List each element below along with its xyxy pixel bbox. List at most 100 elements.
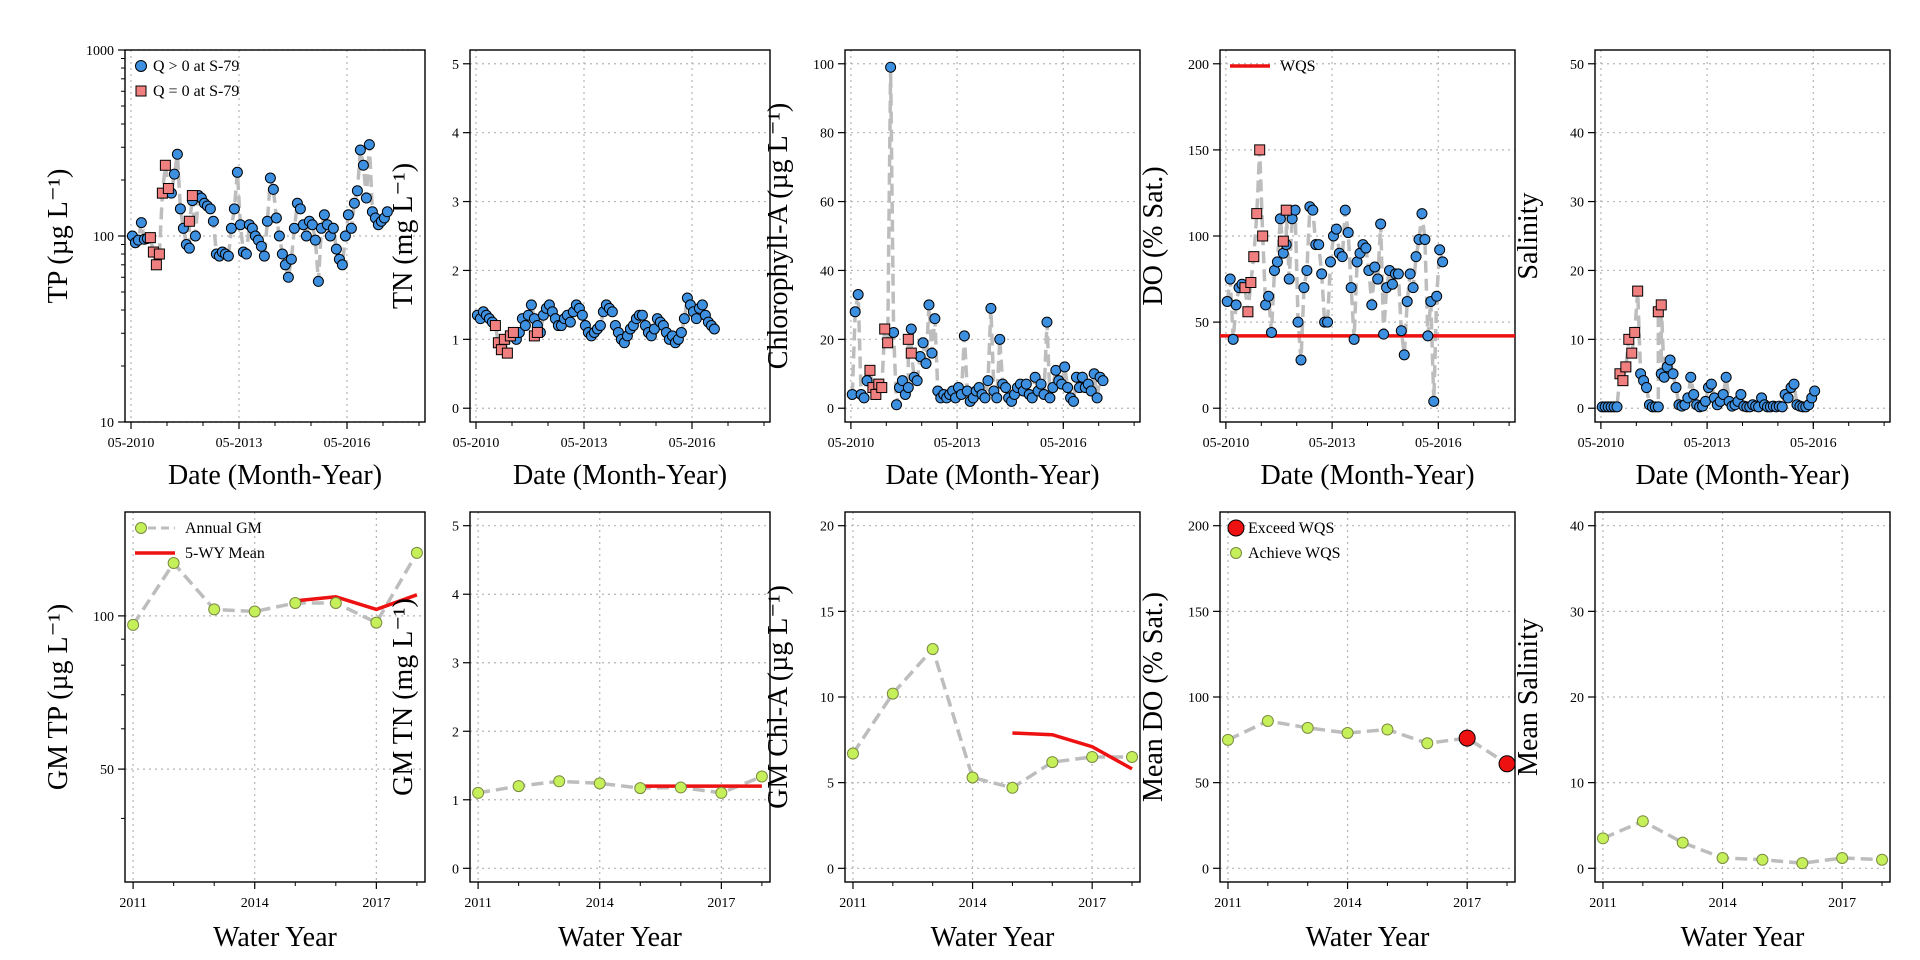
y-tick-label: 0 [827, 402, 834, 417]
data-point [1717, 388, 1729, 400]
data-point [306, 219, 318, 231]
data-point [1298, 282, 1310, 294]
data-point [1301, 721, 1314, 734]
x-tick-label: 2017 [1828, 896, 1856, 911]
panel-tn: 0 1 2 3 4 5 05-2010 05-2013 05-2016 Date (Month-Y… [388, 49, 771, 491]
data-point [264, 172, 276, 184]
data-point [886, 687, 899, 700]
x-axis-title: Date (Month-Year) [885, 460, 1099, 491]
y-tick-label: 10 [1570, 777, 1584, 792]
data-point-square [1254, 144, 1266, 156]
y-tick-label: 100 [813, 58, 834, 73]
data-point-square [879, 323, 891, 335]
data-point-square [186, 190, 198, 202]
x-axis-title: Date (Month-Year) [168, 460, 382, 491]
data-point [708, 323, 720, 335]
data-point [1274, 213, 1286, 225]
plot-area [126, 139, 393, 287]
data-point [1685, 371, 1697, 383]
data-point [288, 222, 300, 234]
plot-area [1596, 815, 1889, 870]
y-tick-label: 30 [1570, 605, 1584, 620]
annual-connecting-line [477, 774, 763, 795]
y-tick-label: 5 [452, 58, 459, 73]
data-point [207, 215, 219, 227]
data-point [1330, 223, 1342, 235]
x-tick-label: 2014 [1334, 896, 1362, 911]
x-tick-label: 2017 [362, 896, 390, 911]
y-axis-title: TN (mg L⁻¹) [388, 163, 419, 309]
data-point [1026, 392, 1038, 404]
x-axis-title: Water Year [1306, 922, 1430, 953]
y-axis-title: GM Chl-A (µg L⁻¹) [763, 585, 794, 809]
y-axis-title: Mean DO (% Sat.) [1138, 592, 1169, 802]
data-point [1059, 361, 1071, 373]
data-point [982, 375, 994, 387]
data-point [267, 183, 279, 195]
data-point-square [1242, 306, 1254, 318]
data-point [294, 203, 306, 215]
data-point [926, 643, 939, 656]
y-tick-label: 40 [1570, 520, 1584, 535]
data-point [636, 309, 648, 321]
data-point [1395, 325, 1407, 337]
y-tick-label: 150 [1188, 144, 1209, 159]
data-point [979, 392, 991, 404]
data-point [1020, 378, 1032, 390]
data-point [606, 306, 618, 318]
data-point [674, 781, 687, 794]
connecting-line [850, 67, 1105, 406]
data-point [991, 392, 1003, 404]
data-point [1366, 299, 1378, 311]
data-point [1676, 836, 1689, 849]
data-point-square [1257, 230, 1269, 242]
panel-tp: 10 100 1000 05-2010 05-2013 05-2016 Date (Mont… [43, 44, 426, 491]
data-point [1410, 251, 1422, 263]
y-tick-label: 4 [452, 127, 459, 142]
data-point [1227, 333, 1239, 345]
x-tick-label: 05-2013 [934, 436, 981, 451]
y-tick-label: 0 [1202, 402, 1209, 417]
legend-marker [135, 60, 147, 72]
y-tick-label: 100 [1188, 691, 1209, 706]
data-point-square [1617, 375, 1629, 387]
x-tick-label: 05-2016 [1790, 436, 1837, 451]
data-point-square [144, 232, 156, 244]
y-tick-label: 100 [93, 230, 114, 245]
y-tick-label: 50 [1195, 777, 1209, 792]
data-point [1000, 382, 1012, 394]
data-point [902, 382, 914, 394]
y-tick-label: 20 [820, 520, 834, 535]
data-point [849, 306, 861, 318]
y-tick-label: 80 [820, 127, 834, 142]
plot-frame [1594, 49, 1891, 423]
five-wy-mean-line [1012, 731, 1133, 771]
data-point [342, 209, 354, 221]
data-point [1046, 756, 1059, 769]
y-tick-label: 50 [1195, 316, 1209, 331]
data-point [1029, 371, 1041, 383]
panel-gm_tp: 50 100 2011 2014 2017 Water Year GM TP (µg L⁻¹… [43, 511, 426, 953]
data-point [1035, 378, 1047, 390]
data-point [929, 313, 941, 325]
data-point [240, 248, 252, 260]
y-tick-label: 150 [1188, 605, 1209, 620]
x-tick-label: 2011 [464, 896, 491, 911]
data-point [1076, 371, 1088, 383]
legend-marker [135, 85, 147, 97]
data-point [564, 316, 576, 328]
data-point [225, 222, 237, 234]
data-point [1782, 392, 1794, 404]
y-tick-label: 20 [1570, 691, 1584, 706]
data-point [1431, 290, 1443, 302]
plot-area [471, 291, 720, 359]
data-point [208, 603, 221, 616]
data-point [1419, 233, 1431, 245]
data-point [958, 330, 970, 342]
data-point [1392, 268, 1404, 280]
y-axis-title: Chlorophyll-A (µg L⁻¹) [763, 103, 794, 369]
data-point [289, 597, 302, 610]
x-tick-label: 2014 [959, 896, 987, 911]
data-point [276, 248, 288, 260]
legend-marker [135, 522, 147, 534]
